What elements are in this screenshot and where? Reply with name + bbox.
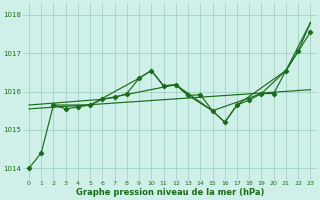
X-axis label: Graphe pression niveau de la mer (hPa): Graphe pression niveau de la mer (hPa): [76, 188, 264, 197]
